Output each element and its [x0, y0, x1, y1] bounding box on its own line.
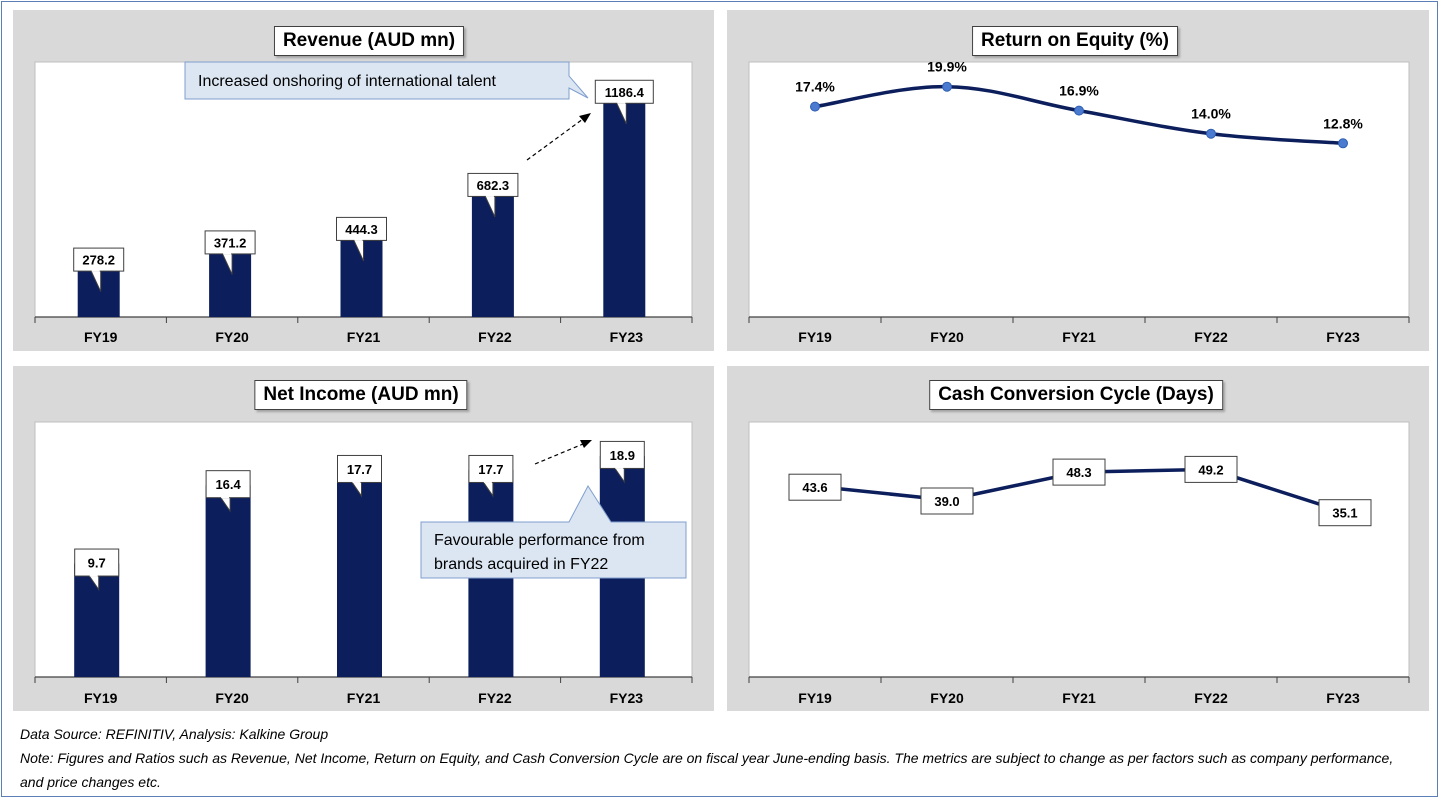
net-income-annotation-line-1: Favourable performance from — [434, 532, 645, 549]
data-label-fy23-text: 35.1 — [1332, 506, 1357, 521]
bar-fy21 — [337, 469, 382, 677]
data-label-fy22-text: 682.3 — [477, 178, 510, 193]
data-label-fy21: 17.7 — [337, 454, 382, 498]
data-label-fy20: 39.0 — [920, 487, 974, 515]
data-label-fy22: 14.0% — [1191, 106, 1231, 122]
x-tick-label-fy20: FY20 — [215, 329, 249, 345]
x-tick-label-fy21: FY21 — [347, 690, 381, 706]
data-label-fy19-text: 43.6 — [802, 480, 827, 495]
data-label-fy21-text: 17.7 — [347, 462, 372, 477]
net-income-trend-arrowhead — [580, 440, 592, 448]
data-label-fy22: 682.3 — [467, 172, 519, 218]
net-income-annotation-box — [420, 485, 687, 579]
net-income-trend-arrow — [534, 443, 584, 465]
data-label-fy22: 49.2 — [1184, 455, 1238, 483]
data-label-fy19: 17.4% — [795, 79, 835, 95]
data-label-fy20: 19.9% — [927, 59, 967, 75]
data-label-fy23-text: 1186.4 — [605, 85, 645, 100]
x-tick-label-fy19: FY19 — [84, 329, 118, 345]
ccc-panel: FY19 FY20 FY21 FY22 FY23 43.6 39.0 48.3 49.2 35.1… — [727, 366, 1429, 711]
data-label-fy19: 278.2 — [73, 247, 125, 292]
net-income-annotation: Favourable performance from brands acquir… — [420, 485, 687, 579]
data-label-fy22-text: 17.7 — [478, 462, 503, 477]
net-income-panel: FY19 FY20 FY21 FY22 FY23 9.7 16.4 17.7 17.7 18.9 F… — [13, 366, 714, 711]
data-label-fy20-text: 371.2 — [214, 235, 247, 250]
data-label-fy20-text: 16.4 — [215, 477, 241, 492]
data-label-fy23: 35.1 — [1318, 499, 1372, 527]
x-tick-label-fy20: FY20 — [215, 690, 249, 706]
data-label-fy21-text: 444.3 — [345, 222, 378, 237]
revenue-chart-title: Revenue (AUD mn) — [273, 26, 465, 56]
revenue-chart: FY19 FY20 FY21 FY22 FY23 278.2 371.2 444.3 682.3… — [34, 61, 693, 345]
ccc-chart: FY19 FY20 FY21 FY22 FY23 43.6 39.0 48.3 49.2 35.1 — [748, 421, 1410, 706]
x-tick-label-fy19: FY19 — [798, 329, 832, 345]
net-income-annotation-line-2: brands acquired in FY22 — [434, 556, 608, 573]
x-tick-label-fy22: FY22 — [478, 690, 512, 706]
point-fy21 — [1074, 105, 1084, 116]
data-label-fy21: 444.3 — [336, 216, 387, 262]
roe-chart-title: Return on Equity (%) — [972, 26, 1178, 56]
data-label-fy21: 16.9% — [1059, 83, 1099, 99]
x-tick-label-fy19: FY19 — [798, 690, 832, 706]
revenue-annotation-box — [184, 61, 589, 100]
x-tick-label-fy23: FY23 — [1326, 329, 1360, 345]
data-label-fy22-text: 49.2 — [1198, 462, 1223, 477]
revenue-trend-arrow — [526, 118, 584, 161]
x-tick-label-fy21: FY21 — [347, 329, 381, 345]
point-fy20 — [942, 81, 952, 92]
footer: Data Source: REFINITIV, Analysis: Kalkin… — [20, 722, 1420, 794]
net-income-chart-title: Net Income (AUD mn) — [254, 380, 468, 410]
ccc-chart-title: Cash Conversion Cycle (Days) — [929, 380, 1223, 410]
x-tick-label-fy20: FY20 — [930, 690, 964, 706]
data-source-text: Data Source: REFINITIV, Analysis: Kalkin… — [20, 726, 329, 742]
data-label-fy23: 18.9 — [599, 440, 645, 484]
data-label-fy23-text: 18.9 — [610, 448, 635, 463]
x-tick-label-fy23: FY23 — [1326, 690, 1360, 706]
data-label-fy19-text: 9.7 — [88, 556, 106, 571]
x-tick-label-fy22: FY22 — [1194, 329, 1228, 345]
net-income-chart: FY19 FY20 FY21 FY22 FY23 9.7 16.4 17.7 17.7 18.9 F… — [34, 421, 693, 706]
point-fy23 — [1338, 138, 1348, 149]
note-text: Note: Figures and Ratios such as Revenue… — [20, 750, 1394, 790]
x-tick-label-fy22: FY22 — [1194, 690, 1228, 706]
revenue-annotation: Increased onshoring of international tal… — [184, 61, 589, 100]
x-tick-label-fy22: FY22 — [478, 329, 512, 345]
bar-fy23 — [603, 97, 646, 317]
data-label-fy19-text: 278.2 — [82, 253, 115, 268]
roe-chart: FY19 FY20 FY21 FY22 FY23 17.4% 19.9% 16.9% 14.0%… — [748, 59, 1410, 345]
roe-panel: FY19 FY20 FY21 FY22 FY23 17.4% 19.9% 16.9% 14.0%… — [727, 10, 1429, 351]
data-label-fy20: 371.2 — [204, 230, 256, 275]
data-label-fy21-text: 48.3 — [1066, 465, 1091, 480]
data-label-fy19: 43.6 — [788, 473, 842, 501]
x-tick-label-fy21: FY21 — [1062, 690, 1096, 706]
data-label-fy20: 16.4 — [205, 470, 251, 513]
data-label-fy21: 48.3 — [1052, 458, 1106, 486]
data-label-fy23: 1186.4 — [594, 79, 654, 124]
data-label-fy19: 9.7 — [74, 548, 120, 592]
revenue-trend-arrowhead — [579, 113, 591, 123]
revenue-annotation-text: Increased onshoring of international tal… — [198, 73, 497, 90]
x-tick-label-fy23: FY23 — [610, 329, 644, 345]
data-label-fy20-text: 39.0 — [934, 494, 959, 509]
plot-area — [748, 61, 1410, 318]
point-fy19 — [810, 101, 820, 112]
data-label-fy22: 17.7 — [468, 454, 514, 498]
x-tick-label-fy20: FY20 — [930, 329, 964, 345]
x-tick-label-fy23: FY23 — [610, 690, 644, 706]
revenue-panel: FY19 FY20 FY21 FY22 FY23 278.2 371.2 444.3 682.3… — [13, 10, 714, 351]
data-label-fy23: 12.8% — [1323, 115, 1363, 131]
bar-fy20 — [205, 485, 251, 677]
x-tick-label-fy19: FY19 — [84, 690, 118, 706]
x-tick-label-fy21: FY21 — [1062, 329, 1096, 345]
point-fy22 — [1206, 128, 1216, 139]
